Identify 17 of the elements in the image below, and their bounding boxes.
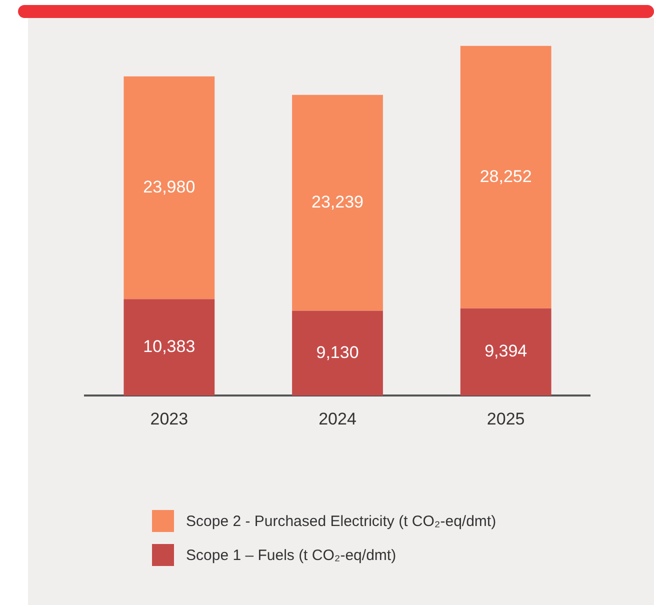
x-tick-label: 2024 <box>318 409 356 428</box>
data-label: 23,239 <box>312 192 364 212</box>
data-label: 10,383 <box>143 337 196 356</box>
x-tick-label: 2023 <box>150 409 188 428</box>
bar <box>292 310 383 396</box>
data-label: 23,980 <box>143 177 196 196</box>
bar <box>124 299 215 396</box>
bar <box>292 94 383 311</box>
bar <box>124 76 215 300</box>
data-label: 28,252 <box>480 166 532 186</box>
bar <box>460 46 552 308</box>
data-label: 9,130 <box>316 342 359 362</box>
data-label: 9,394 <box>484 342 528 361</box>
bar <box>460 308 552 396</box>
x-tick-label: 2025 <box>486 409 525 428</box>
legend-label: Scope 2 - Purchased Electricity (t CO₂-eq/dmt) <box>186 512 496 530</box>
legend-label: Scope 1 – Fuels (t CO₂-eq/dmt) <box>186 546 396 564</box>
